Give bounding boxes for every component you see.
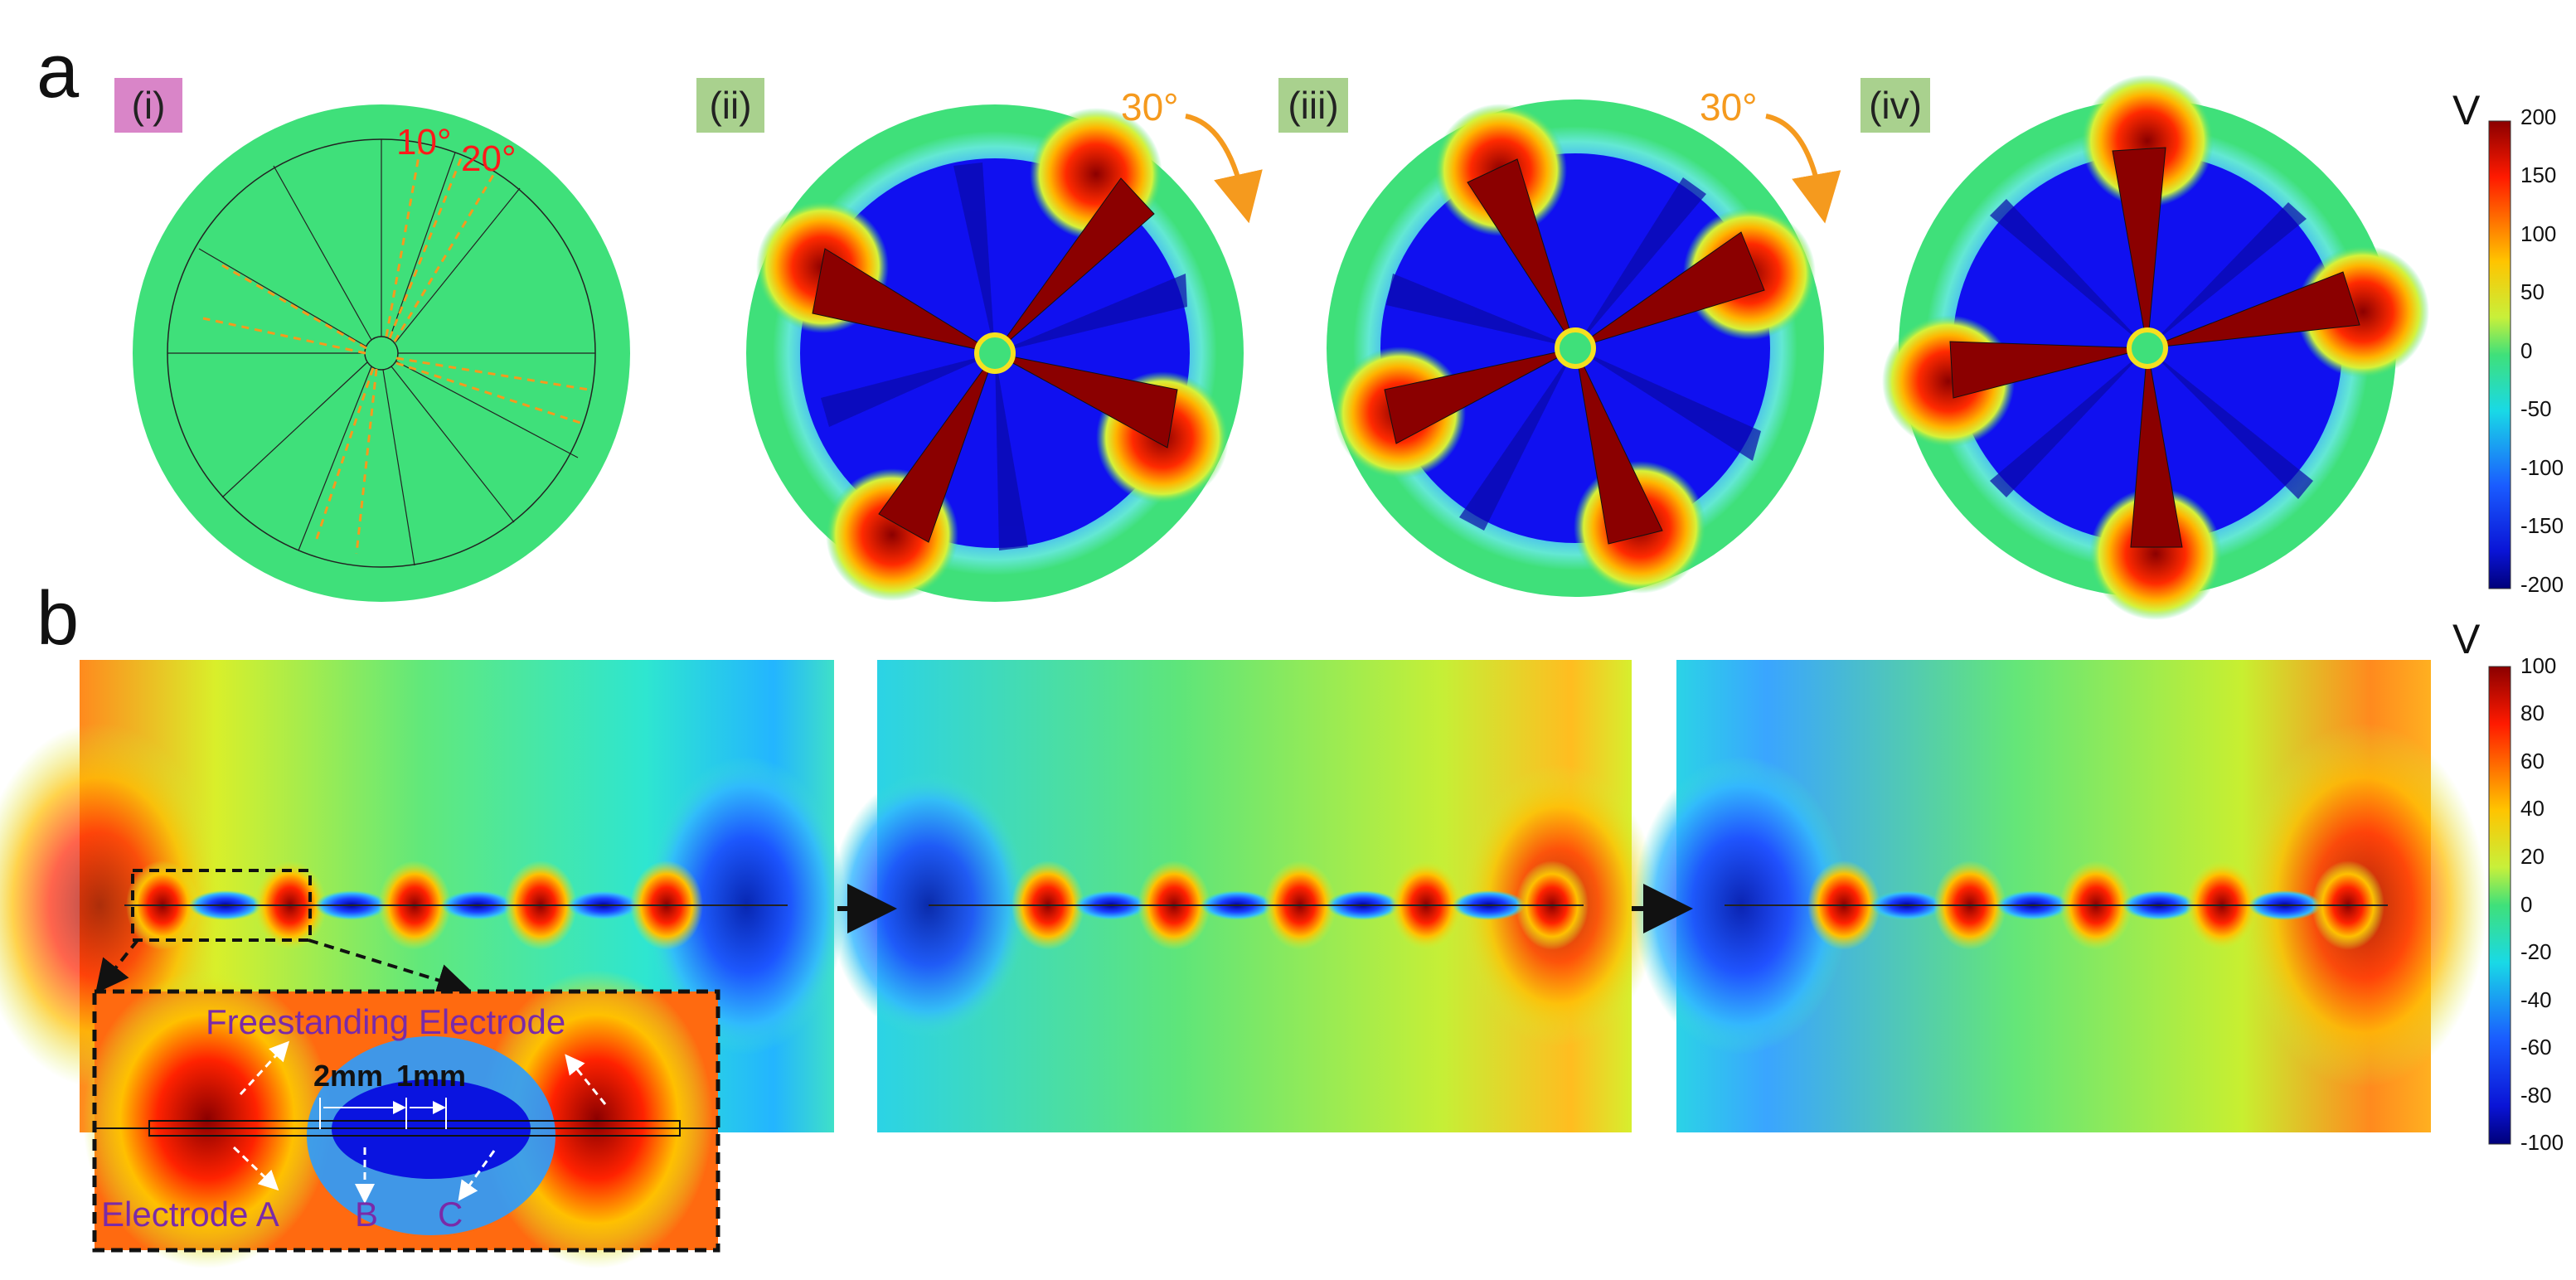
inset-pointer-arrows [232, 1040, 607, 1204]
colorbar-b-tick: -40 [2520, 987, 2552, 1012]
colorbar-a-tick: -100 [2520, 455, 2564, 480]
angle-label-20: 20° [461, 138, 517, 179]
field-panel-2 [829, 660, 1658, 1132]
electrode-a-label: Electrode A [101, 1195, 279, 1234]
disk-ii-red-sectors [812, 177, 1178, 543]
rotation-arrow-2 [1765, 114, 1841, 224]
colorbar-b-tick: 80 [2520, 701, 2544, 725]
disk-iv-red-sectors [1949, 147, 2360, 548]
colorbar-a-tick: 0 [2520, 338, 2533, 363]
disk-iii-dark-wedges [1386, 177, 1761, 531]
colorbar-a-tick: -150 [2520, 513, 2564, 538]
inset-dimension-lines [319, 1098, 447, 1129]
colorbar-b-tick: 100 [2520, 653, 2557, 678]
inset-zoom [83, 970, 720, 1268]
rotation-label-1: 30° [1121, 85, 1179, 128]
dimension-1mm-label: 1mm [396, 1059, 467, 1093]
colorbar-a-tick: 100 [2520, 221, 2557, 246]
colorbar-b-tick: 0 [2520, 892, 2533, 917]
zoom-line-left [95, 938, 139, 994]
disk-iv-dark-wedges [1990, 199, 2313, 499]
colorbar-a [2488, 120, 2511, 589]
label-iii: (iii) [1278, 78, 1348, 133]
b-label: B [355, 1195, 379, 1234]
colorbar-b-tick: -100 [2520, 1130, 2564, 1155]
colorbar-b [2488, 666, 2511, 1145]
colorbar-a-ticks: 200 150 100 50 0 -50 -100 -150 -200 [2520, 106, 2575, 604]
field-panel-3 [1633, 660, 2487, 1132]
disk-iv [1882, 75, 2429, 620]
c-label: C [438, 1195, 463, 1234]
disk-ii [746, 104, 1244, 602]
rotation-arrow-1 [1185, 114, 1263, 224]
label-i: (i) [114, 78, 182, 133]
disk-iii [1327, 99, 1824, 597]
colorbar-a-tick: -50 [2520, 396, 2552, 421]
colorbar-b-tick: -80 [2520, 1083, 2552, 1108]
colorbar-a-tick: 200 [2520, 104, 2557, 129]
disk-i-electrode-outlines [202, 142, 589, 555]
colorbar-b-ticks: 100 80 60 40 20 0 -20 -40 -60 -80 -100 [2520, 653, 2575, 1155]
colorbar-b-tick: 20 [2520, 844, 2544, 869]
panel-b-letter: b [36, 576, 80, 661]
rotation-label-2: 30° [1700, 85, 1758, 128]
colorbar-b-tick: 40 [2520, 796, 2544, 821]
colorbar-b-tick: -60 [2520, 1035, 2552, 1059]
panel-b-graphics [0, 660, 2511, 1268]
panel-a-graphics [133, 75, 2511, 620]
disk-iv-lobes [1882, 75, 2429, 620]
disk-ii-dark-wedges [821, 162, 1187, 550]
freestanding-electrode-label: Freestanding Electrode [206, 1002, 566, 1041]
colorbar-b-tick: 60 [2520, 749, 2544, 773]
disk-iii-red-sectors [1384, 158, 1765, 545]
colorbar-a-tick: 150 [2520, 162, 2557, 187]
label-iv: (iv) [1860, 78, 1930, 133]
disk-i-spokes [167, 139, 595, 566]
dimension-2mm-label: 2mm [313, 1059, 384, 1093]
label-ii: (ii) [696, 78, 764, 133]
zoom-selection-box [131, 869, 312, 942]
angle-label-10: 10° [396, 122, 452, 162]
colorbar-a-tick: 50 [2520, 279, 2544, 304]
colorbar-b-tick: -20 [2520, 939, 2552, 964]
zoom-line-right [308, 938, 471, 996]
disk-i [133, 104, 630, 602]
colorbar-a-tick: -200 [2520, 572, 2564, 597]
colorbar-b-unit: V [2452, 616, 2481, 662]
colorbar-a-unit: V [2452, 87, 2481, 133]
panel-a-letter: a [36, 29, 80, 114]
